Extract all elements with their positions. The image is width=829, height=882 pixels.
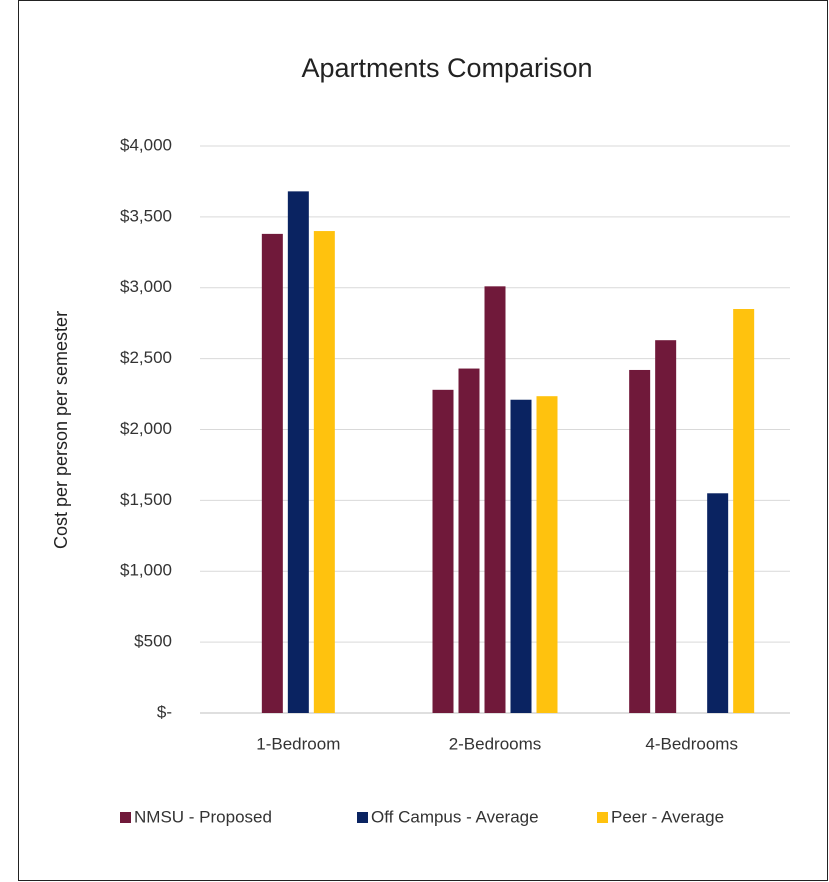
bar <box>432 389 454 713</box>
y-tick-label: $3,500 <box>120 206 172 225</box>
legend-swatch <box>597 812 608 823</box>
bar <box>707 493 729 713</box>
bar <box>484 286 506 713</box>
y-tick-label: $1,500 <box>120 490 172 509</box>
legend-swatch <box>357 812 368 823</box>
legend-label: Peer - Average <box>611 807 724 826</box>
bar <box>536 396 558 713</box>
y-tick-label: $3,000 <box>120 277 172 296</box>
x-tick-label: 1-Bedroom <box>256 734 340 753</box>
y-tick-label: $2,500 <box>120 348 172 367</box>
y-tick-label: $- <box>157 702 172 721</box>
y-tick-label: $2,000 <box>120 419 172 438</box>
bar <box>287 191 309 714</box>
bar <box>261 233 283 713</box>
y-axis-title: Cost per person per semester <box>51 311 71 549</box>
chart-border <box>18 0 828 881</box>
bar <box>629 369 651 713</box>
y-tick-label: $4,000 <box>120 135 172 154</box>
y-tick-label: $500 <box>134 632 172 651</box>
chart-title: Apartments Comparison <box>301 53 592 83</box>
y-tick-label: $1,000 <box>120 561 172 580</box>
legend-label: NMSU - Proposed <box>134 807 272 826</box>
bar <box>458 368 480 713</box>
bar <box>733 309 755 713</box>
legend-label: Off Campus - Average <box>371 807 539 826</box>
x-tick-label: 2-Bedrooms <box>449 734 542 753</box>
legend-swatch <box>120 812 131 823</box>
bar <box>510 399 532 713</box>
x-tick-label: 4-Bedrooms <box>645 734 738 753</box>
bar <box>655 340 677 713</box>
bar <box>313 231 335 714</box>
